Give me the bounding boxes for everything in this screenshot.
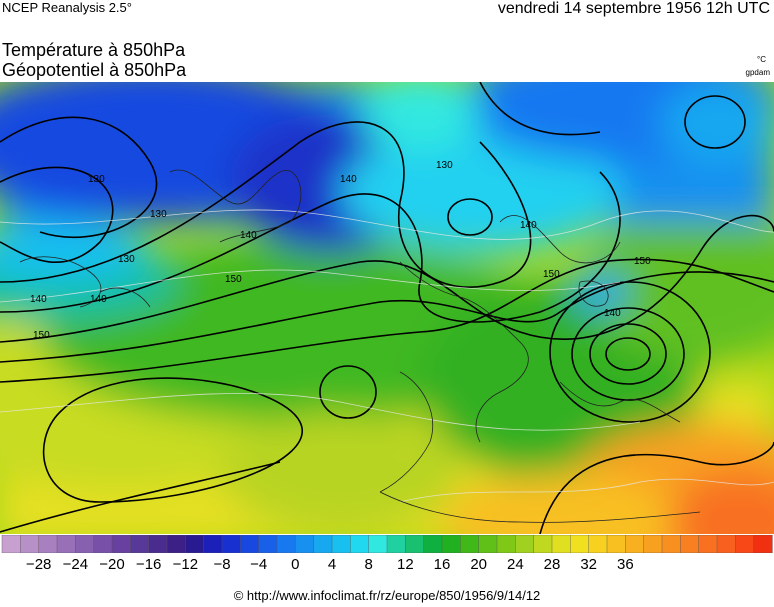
legend-swatch	[221, 534, 241, 554]
contour-label: 130	[150, 209, 167, 220]
legend-swatch	[148, 534, 168, 554]
coastlines	[19, 169, 701, 523]
legend-swatch	[331, 534, 351, 554]
legend-tick-label: 24	[506, 556, 524, 573]
legend-swatch	[588, 534, 608, 554]
weather-map: 130 130 130 140 140 140 140 150 150 150 …	[0, 82, 774, 534]
legend-swatch	[93, 534, 113, 554]
legend-swatch	[606, 534, 626, 554]
contour-labels: 130 130 130 140 140 140 140 150 150 150 …	[30, 160, 651, 341]
legend-swatch	[75, 534, 95, 554]
legend-tick-label: −8	[213, 556, 231, 573]
contour-label: 140	[240, 230, 257, 241]
legend-ticks: −28 −24 −20 −16 −12 −8 −4 0 4 8 12 16 20 24 28 32 36	[0, 556, 774, 576]
temperature-isotherms	[0, 209, 774, 503]
legend-swatch	[130, 534, 150, 554]
geopotential-contours	[0, 82, 774, 534]
legend-swatch	[240, 534, 260, 554]
legend-swatch	[368, 534, 388, 554]
unit-temperature: °C	[757, 55, 766, 64]
legend-swatch	[350, 534, 370, 554]
legend-swatch	[1, 534, 21, 554]
contour-label: 150	[634, 256, 651, 267]
legend-tick-label: 8	[364, 556, 373, 573]
title-geopotential: Géopotentiel à 850hPa	[2, 60, 187, 80]
temperature-field	[0, 82, 774, 534]
legend-swatch	[625, 534, 645, 554]
legend-swatch	[423, 534, 443, 554]
legend-swatch	[478, 534, 498, 554]
legend-swatch	[295, 534, 315, 554]
legend-tick-label: −16	[135, 556, 162, 573]
contour-label: 140	[90, 294, 107, 305]
source-label: NCEP Reanalysis 2.5°	[2, 0, 132, 15]
legend-swatch	[496, 534, 516, 554]
legend-swatch	[716, 534, 736, 554]
legend-swatch	[533, 534, 553, 554]
legend-tick-label: 28	[543, 556, 561, 573]
legend-swatch	[570, 534, 590, 554]
legend-swatch	[386, 534, 406, 554]
legend-tick-label: −4	[250, 556, 268, 573]
legend-swatch	[185, 534, 205, 554]
unit-geopotential: gpdam	[745, 68, 770, 77]
legend-tick-label: −24	[62, 556, 89, 573]
legend-swatch	[56, 534, 76, 554]
legend-tick-label: 16	[433, 556, 451, 573]
legend-swatch	[38, 534, 58, 554]
legend-tick-label: 20	[470, 556, 487, 573]
legend-swatch	[753, 534, 773, 554]
legend-swatch	[551, 534, 571, 554]
legend-tick-label: 12	[396, 556, 414, 573]
legend-tick-label: −20	[99, 556, 125, 573]
contour-label: 150	[33, 330, 50, 341]
map-canvas: 130 130 130 140 140 140 140 150 150 150 …	[0, 82, 774, 534]
color-legend	[0, 534, 774, 554]
legend-swatch	[698, 534, 718, 554]
legend-tick-label: 32	[580, 556, 597, 573]
contour-label: 130	[436, 160, 453, 171]
legend-tick-label: 36	[616, 556, 634, 573]
legend-tick-label: −12	[172, 556, 199, 573]
legend-swatch	[515, 534, 535, 554]
contour-label: 130	[88, 174, 105, 185]
legend-tick-label: 0	[291, 556, 300, 573]
legend-swatch	[111, 534, 131, 554]
contour-label: 140	[604, 308, 621, 319]
legend-swatch	[643, 534, 663, 554]
title-temperature: Température à 850hPa	[2, 40, 186, 60]
legend-swatch	[661, 534, 681, 554]
contour-label: 140	[340, 174, 357, 185]
legend-swatch	[441, 534, 461, 554]
legend-tick-label: −28	[25, 556, 52, 573]
legend-swatch	[680, 534, 700, 554]
legend-swatch	[20, 534, 40, 554]
legend-swatch	[313, 534, 333, 554]
contour-label: 150	[225, 274, 242, 285]
legend-bar	[1, 534, 773, 554]
legend-swatch	[203, 534, 223, 554]
contour-label: 140	[30, 294, 47, 305]
legend-swatch	[405, 534, 425, 554]
contour-label: 140	[520, 220, 537, 231]
legend-swatch	[166, 534, 186, 554]
legend-swatch	[460, 534, 480, 554]
legend-swatch	[258, 534, 278, 554]
legend-swatch	[276, 534, 296, 554]
contour-label: 150	[543, 269, 560, 280]
datetime-label: vendredi 14 septembre 1956 12h UTC	[497, 0, 770, 17]
source-url: © http://www.infoclimat.fr/rz/europe/850…	[233, 588, 541, 603]
contour-label: 130	[118, 254, 135, 265]
legend-tick-label: 4	[327, 556, 337, 573]
legend-swatch	[735, 534, 755, 554]
